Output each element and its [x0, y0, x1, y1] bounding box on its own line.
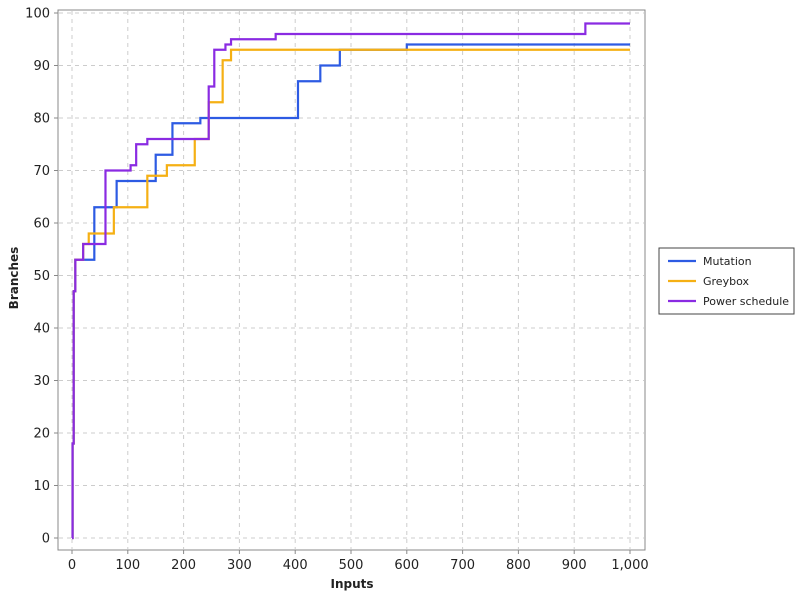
y-axis-title: Branches — [7, 247, 21, 310]
x-tick-label: 1,000 — [611, 558, 648, 573]
legend-label: Greybox — [703, 275, 749, 288]
x-axis: 0 100 200 300 400 500 600 700 800 900 1,000 — [68, 550, 649, 573]
x-tick-label: 700 — [450, 558, 475, 573]
y-axis: 0 10 20 30 40 50 60 70 80 90 100 — [25, 7, 58, 547]
y-tick-label: 20 — [33, 427, 50, 442]
y-tick-label: 50 — [33, 269, 50, 284]
legend-label: Mutation — [703, 255, 752, 268]
x-tick-label: 400 — [283, 558, 308, 573]
x-axis-title: Inputs — [330, 577, 373, 591]
y-tick-label: 10 — [33, 479, 50, 494]
y-tick-label: 0 — [42, 532, 50, 547]
x-tick-label: 600 — [394, 558, 419, 573]
y-tick-label: 40 — [33, 322, 50, 337]
y-tick-label: 90 — [33, 59, 50, 74]
y-tick-label: 70 — [33, 164, 50, 179]
y-tick-label: 60 — [33, 217, 50, 232]
x-tick-label: 900 — [562, 558, 587, 573]
legend: Mutation Greybox Power schedule — [658, 247, 795, 315]
y-tick-label: 30 — [33, 374, 50, 389]
series-lines — [71, 22, 630, 540]
y-tick-label: 100 — [25, 7, 50, 22]
y-tick-label: 80 — [33, 112, 50, 127]
x-tick-label: 800 — [506, 558, 531, 573]
x-tick-label: 300 — [227, 558, 252, 573]
x-tick-label: 0 — [68, 558, 76, 573]
legend-label: Power schedule — [703, 295, 789, 308]
series-line-power-schedule — [71, 22, 630, 540]
x-tick-label: 100 — [115, 558, 140, 573]
grid — [59, 11, 644, 549]
legend-items: Mutation Greybox Power schedule — [668, 255, 789, 308]
x-tick-label: 500 — [339, 558, 364, 573]
x-tick-label: 200 — [171, 558, 196, 573]
